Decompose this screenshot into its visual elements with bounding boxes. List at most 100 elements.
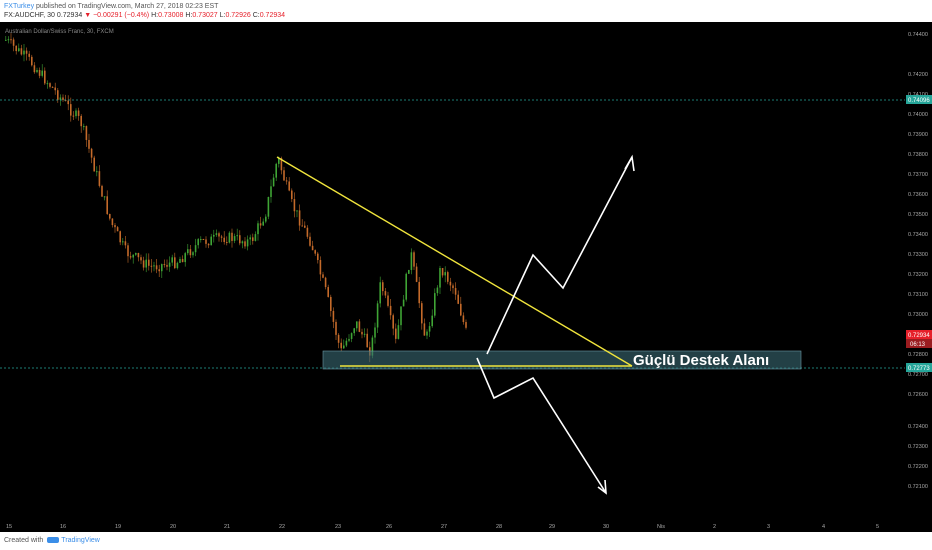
candle-series bbox=[5, 33, 467, 363]
candle bbox=[405, 272, 407, 302]
candle bbox=[335, 319, 337, 341]
candle bbox=[75, 108, 77, 119]
candle bbox=[304, 221, 306, 229]
candle bbox=[460, 296, 462, 317]
low-label: L: bbox=[219, 12, 226, 19]
price-tick-label: 0.73700 bbox=[908, 172, 928, 178]
candle bbox=[218, 231, 220, 242]
candle bbox=[67, 95, 69, 111]
publish-line: FXTurkey published on TradingView.com, M… bbox=[4, 2, 928, 11]
time-tick-label: 19 bbox=[115, 524, 121, 530]
descending-trendline[interactable] bbox=[276, 156, 633, 367]
candle bbox=[449, 277, 452, 292]
open-value: 0.72934 bbox=[56, 12, 83, 19]
time-tick-label: 2 bbox=[713, 524, 716, 530]
candle bbox=[38, 67, 41, 79]
time-tick-label: 23 bbox=[335, 524, 341, 530]
hline-lower-badge bbox=[906, 363, 932, 372]
candle bbox=[109, 213, 111, 221]
candle bbox=[176, 261, 179, 270]
candle bbox=[275, 162, 277, 182]
candle bbox=[145, 253, 147, 273]
candle bbox=[18, 43, 20, 53]
candle bbox=[252, 233, 254, 245]
tradingview-link[interactable]: TradingView bbox=[61, 537, 100, 544]
candle bbox=[233, 233, 236, 244]
candle bbox=[187, 244, 189, 256]
candle bbox=[314, 249, 316, 256]
candle bbox=[322, 271, 324, 279]
candle bbox=[257, 220, 259, 241]
candle bbox=[51, 86, 54, 88]
candle bbox=[293, 192, 296, 218]
quote-line: FX:AUDCHF, 30 0.72934 ▼ −0.00291 (−0.4%)… bbox=[4, 11, 928, 20]
candle bbox=[309, 232, 311, 247]
candle bbox=[319, 256, 322, 281]
price-tick-label: 0.72800 bbox=[908, 352, 928, 358]
candle bbox=[298, 204, 301, 231]
candle bbox=[439, 265, 441, 295]
candle bbox=[436, 285, 439, 296]
author-link[interactable]: FXTurkey bbox=[4, 3, 35, 10]
time-tick-label: Nis bbox=[657, 524, 665, 530]
candle bbox=[384, 287, 387, 299]
candle bbox=[184, 251, 186, 267]
time-tick-label: 28 bbox=[496, 524, 502, 530]
close-value: 0.72934 bbox=[259, 12, 286, 19]
price-tick-label: 0.74200 bbox=[908, 72, 928, 78]
candle bbox=[142, 256, 145, 271]
symbol-label: FX:AUDCHF, 30 bbox=[4, 12, 55, 19]
candle bbox=[270, 179, 272, 203]
time-tick-label: 4 bbox=[822, 524, 825, 530]
candle bbox=[111, 218, 114, 228]
candle bbox=[228, 231, 231, 244]
candle bbox=[343, 339, 345, 350]
down-arrow-icon: ▼ bbox=[84, 12, 92, 19]
candle bbox=[423, 318, 426, 336]
candle bbox=[272, 173, 275, 187]
candle bbox=[36, 67, 38, 74]
candle bbox=[254, 231, 257, 242]
candle bbox=[285, 176, 288, 185]
time-axis[interactable]: 15 16 19 20 21 22 23 26 27 28 29 30 Nis 2 3 4 5 bbox=[6, 524, 879, 530]
tradingview-logo-icon bbox=[47, 537, 60, 544]
candle bbox=[382, 279, 384, 296]
candle bbox=[96, 166, 98, 177]
price-tick-label: 0.73300 bbox=[908, 252, 928, 258]
support-zone-label: Güçlü Destek Alanı bbox=[633, 352, 769, 369]
candle bbox=[457, 290, 459, 305]
time-tick-label: 3 bbox=[767, 524, 770, 530]
candle bbox=[428, 322, 431, 337]
price-chart[interactable]: Australian Dollar/Swiss Franc, 30, FXCM … bbox=[0, 22, 932, 532]
candle bbox=[340, 338, 342, 352]
candle bbox=[350, 332, 353, 343]
candle bbox=[431, 309, 433, 328]
candle bbox=[288, 177, 290, 192]
candle bbox=[33, 62, 36, 74]
price-tick-label: 0.73800 bbox=[908, 152, 928, 158]
candle bbox=[265, 214, 267, 224]
high2-value: 0.73027 bbox=[192, 12, 218, 19]
created-with-label: Created with bbox=[4, 537, 44, 544]
candle bbox=[356, 321, 358, 332]
change-value: −0.00291 (−0.4%) bbox=[93, 12, 150, 19]
candle bbox=[421, 301, 423, 330]
candle bbox=[291, 188, 293, 203]
current-price-text: 0.72934 bbox=[908, 333, 930, 339]
price-tick-label: 0.73600 bbox=[908, 192, 928, 198]
candle bbox=[194, 238, 197, 257]
chart-title: Australian Dollar/Swiss Franc, 30, FXCM bbox=[5, 29, 114, 35]
candle bbox=[402, 295, 405, 307]
candle bbox=[7, 36, 10, 44]
candle bbox=[259, 216, 262, 229]
hline-lower-text: 0.72773 bbox=[908, 366, 930, 372]
candle bbox=[395, 323, 397, 344]
price-tick-label: 0.72400 bbox=[908, 424, 928, 430]
candle bbox=[215, 229, 218, 237]
candle bbox=[124, 236, 127, 249]
candle bbox=[348, 334, 350, 343]
candle bbox=[392, 313, 394, 336]
candle bbox=[345, 337, 348, 348]
candle bbox=[77, 107, 80, 121]
support-zone[interactable] bbox=[322, 350, 802, 370]
